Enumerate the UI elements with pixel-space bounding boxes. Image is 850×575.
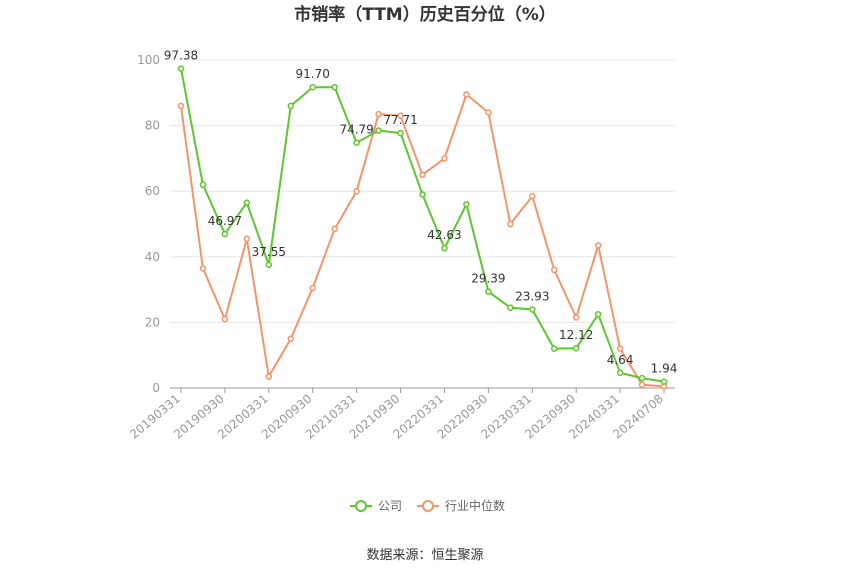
data-point[interactable] [331, 83, 338, 91]
data-point[interactable] [463, 201, 470, 208]
data-point[interactable] [550, 345, 558, 352]
data-point[interactable] [309, 284, 316, 292]
data-point[interactable] [177, 102, 185, 110]
data-point[interactable] [529, 306, 536, 313]
axes: 0204060801002019033120190930202003312020… [127, 53, 675, 442]
legend-marker [422, 500, 434, 512]
data-label: 23.93 [515, 290, 549, 304]
data-point[interactable] [265, 373, 273, 380]
data-point[interactable] [177, 65, 185, 72]
data-label: 1.94 [651, 362, 678, 376]
data-point[interactable] [353, 139, 360, 146]
data-label: 91.70 [296, 67, 330, 81]
data-point[interactable] [638, 374, 646, 382]
grid [170, 59, 675, 323]
data-point[interactable] [616, 369, 624, 377]
data-label: 42.63 [427, 228, 461, 242]
data-point[interactable] [660, 378, 668, 385]
data-point[interactable] [572, 314, 580, 321]
data-point[interactable] [221, 230, 229, 238]
data-point[interactable] [550, 266, 558, 274]
chart-title: 市销率（TTM）历史百分位（%） [294, 4, 556, 25]
legend-marker [355, 500, 367, 512]
data-point[interactable] [265, 261, 273, 269]
y-tick-label: 20 [145, 315, 160, 329]
data-point[interactable] [507, 220, 514, 228]
data-point[interactable] [375, 127, 382, 134]
data-label: 4.64 [607, 353, 634, 367]
data-point[interactable] [309, 83, 316, 91]
data-point[interactable] [594, 310, 602, 318]
data-point[interactable] [287, 335, 295, 343]
data-label: 46.97 [208, 214, 242, 228]
data-label: 29.39 [471, 272, 505, 286]
data-point[interactable] [221, 315, 229, 323]
data-labels: 97.38 46.97 37.55 91.70 74.79 77.71 42.63 29.39… [164, 49, 678, 376]
data-point[interactable] [594, 242, 602, 249]
data-point[interactable] [441, 244, 448, 252]
y-tick-label: 80 [145, 119, 160, 133]
data-label: 77.71 [383, 113, 417, 127]
data-label: 12.12 [559, 328, 593, 342]
legend-item-0[interactable]: 公司 [350, 499, 402, 513]
data-label: 37.55 [252, 245, 286, 259]
data-point[interactable] [199, 265, 207, 272]
y-tick-label: 100 [137, 53, 160, 67]
data-point[interactable] [616, 345, 624, 352]
data-point[interactable] [243, 199, 251, 206]
data-point[interactable] [397, 129, 404, 137]
data-point[interactable] [572, 344, 580, 352]
y-tick-label: 40 [145, 250, 160, 264]
data-point[interactable] [331, 225, 338, 233]
data-point[interactable] [353, 187, 360, 195]
legend[interactable]: 公司 行业中位数 [350, 498, 505, 513]
y-tick-label: 0 [152, 381, 160, 395]
data-point[interactable] [529, 192, 536, 200]
data-label: 97.38 [164, 49, 198, 63]
series-line-1 [180, 92, 665, 388]
series-layer [177, 65, 668, 390]
y-tick-label: 60 [145, 184, 160, 198]
data-point[interactable] [243, 235, 251, 243]
data-point[interactable] [397, 112, 404, 120]
legend-label: 行业中位数 [445, 498, 505, 513]
data-point[interactable] [441, 155, 448, 162]
legend-label: 公司 [378, 499, 402, 513]
data-point[interactable] [638, 381, 646, 388]
data-point[interactable] [419, 191, 426, 198]
data-point[interactable] [419, 171, 426, 179]
data-point[interactable] [485, 109, 492, 116]
data-point[interactable] [287, 102, 295, 110]
legend-item-1[interactable]: 行业中位数 [417, 498, 505, 513]
data-point[interactable] [375, 110, 382, 118]
data-point[interactable] [485, 288, 492, 295]
data-point[interactable] [199, 181, 207, 188]
data-point[interactable] [463, 91, 470, 98]
data-point[interactable] [507, 304, 514, 311]
source-note: 数据来源：恒生聚源 [366, 548, 483, 563]
data-label: 74.79 [339, 123, 373, 137]
